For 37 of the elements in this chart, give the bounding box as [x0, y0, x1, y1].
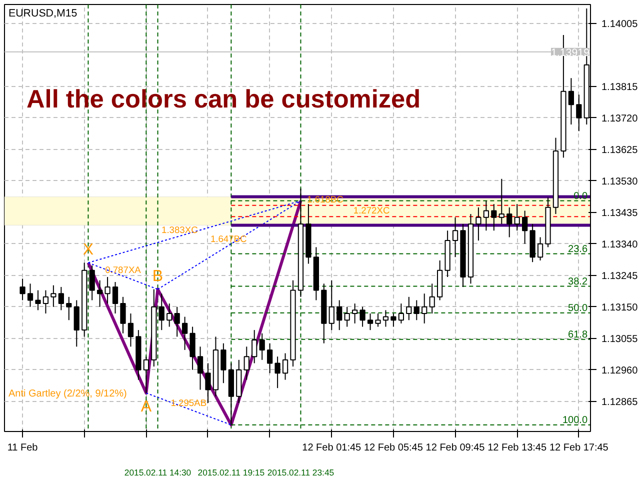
annotation: X [82, 241, 94, 258]
annotation: Anti Gartley (2/2%, 9/12%) [8, 388, 127, 400]
ref-line-label: 2015.02.11 19:15 [198, 468, 265, 478]
y-tick-label: 1.13815 [602, 82, 638, 93]
y-tick-label: 1.13245 [602, 270, 638, 282]
y-tick-label: 1.13625 [602, 144, 638, 156]
annotation: B [152, 268, 164, 285]
chart-title: EURUSD,M15 [8, 8, 78, 20]
x-tick-label: 11 Feb [7, 442, 38, 454]
y-tick-label: 1.13435 [602, 208, 638, 219]
series-label: 23.6 [568, 244, 588, 255]
annotation: 1.295AB [170, 398, 207, 408]
annotation: 1.272XC [353, 206, 390, 216]
y-tick-label: 1.13150 [602, 302, 638, 314]
y-tick-label: 1.13340 [602, 239, 638, 250]
ref-line-label: 2015.02.11 14:30 [124, 468, 192, 478]
annotation: All the colors can be customized [26, 86, 421, 114]
x-tick-label: 12 Feb 17:45 [549, 442, 609, 454]
annotation: 0.787XA [105, 265, 142, 276]
y-tick-label: 1.12960 [602, 365, 638, 376]
y-tick-label: 1.13720 [602, 113, 638, 124]
series-label: 61.8 [568, 329, 588, 340]
annotation: 1.383XC [162, 225, 198, 236]
x-tick-label: 12 Feb 09:45 [426, 442, 486, 454]
y-tick-label: 1.12865 [602, 396, 638, 408]
x-tick-label: 12 Feb 13:45 [488, 442, 547, 454]
ref-line-label: 1.13919 [550, 46, 590, 59]
annotation: A [140, 398, 152, 416]
ref-line-label: 2015.02.11 23:45 [267, 468, 334, 478]
y-tick-label: 1.13530 [602, 176, 638, 188]
x-tick-label: 12 Feb 05:45 [364, 442, 424, 454]
series-label: 100.0 [562, 414, 588, 426]
y-tick-label: 1.13055 [602, 334, 638, 345]
x-tick-label: 12 Feb 01:45 [302, 442, 362, 454]
series-label: 50.0 [568, 302, 588, 314]
series-label: 38.2 [568, 276, 588, 288]
y-tick-label: 1.14005 [602, 18, 638, 30]
